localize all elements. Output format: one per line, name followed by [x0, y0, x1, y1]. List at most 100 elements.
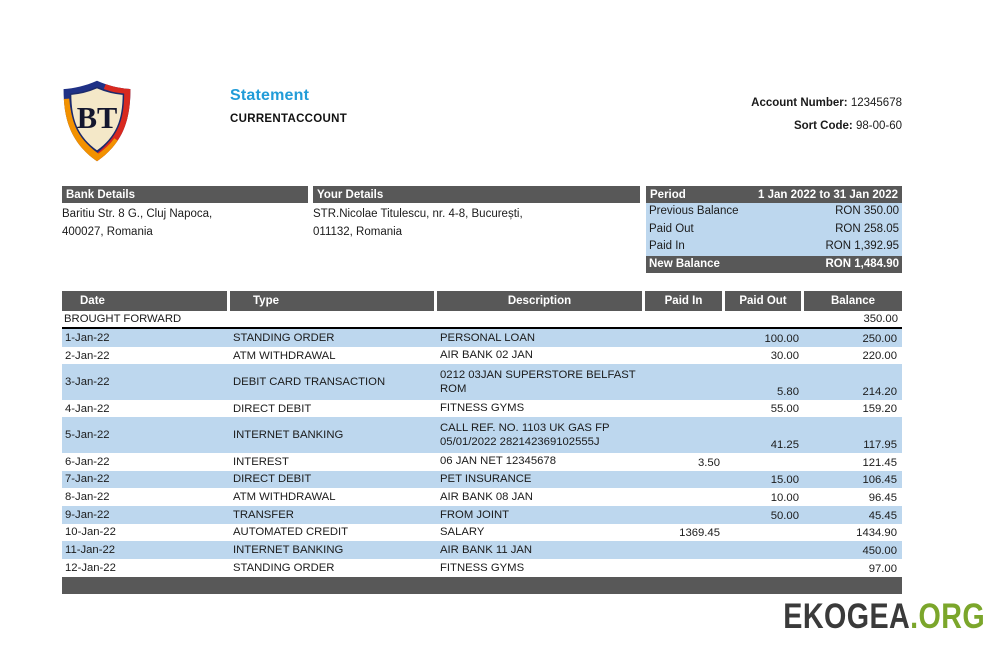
transactions-header-row: Date Type Description Paid In Paid Out B… [62, 291, 902, 311]
cell-description: SALARY [440, 526, 485, 539]
customer-details-header: Your Details [313, 186, 640, 203]
paid-in-row: Paid In RON 1,392.95 [646, 238, 902, 256]
cell-date: 10-Jan-22 [65, 526, 116, 539]
cell-type: DIRECT DEBIT [233, 473, 312, 486]
table-row: 5-Jan-22 INTERNET BANKING CALL REF. NO. … [62, 417, 902, 453]
table-row: 8-Jan-22 ATM WITHDRAWAL AIR BANK 08 JAN … [62, 488, 902, 506]
cell-description: AIR BANK 08 JAN [440, 490, 533, 503]
previous-balance-value: RON 350.00 [835, 205, 899, 217]
cell-balance: 96.45 [868, 491, 897, 504]
table-row: 4-Jan-22 DIRECT DEBIT FITNESS GYMS 55.00… [62, 400, 902, 418]
cell-description: FITNESS GYMS [440, 402, 525, 415]
period-label: Period [650, 188, 686, 201]
cell-paid-in [645, 347, 725, 365]
table-row: 11-Jan-22 INTERNET BANKING AIR BANK 11 J… [62, 541, 902, 559]
paid-out-value: RON 258.05 [835, 222, 899, 235]
cell-paid-in [645, 541, 725, 559]
sort-code-value: 98-00-60 [855, 120, 902, 132]
transaction-rows: 1-Jan-22 STANDING ORDER PERSONAL LOAN 10… [62, 329, 902, 577]
watermark: EKOGEA.ORG [783, 597, 985, 637]
cell-balance: 159.20 [862, 403, 897, 416]
cell-type: STANDING ORDER [233, 561, 335, 574]
cell-date: 2-Jan-22 [65, 349, 110, 362]
cell-date: 6-Jan-22 [65, 455, 110, 468]
cell-paid-out: 50.00 [770, 509, 799, 522]
cell-description: 06 JAN NET 12345678 [440, 455, 556, 468]
table-row: 10-Jan-22 AUTOMATED CREDIT SALARY 1369.4… [62, 524, 902, 542]
cell-paid-in [645, 364, 725, 399]
cell-description: AIR BANK 11 JAN [440, 543, 533, 556]
cell-paid-out: 15.00 [770, 474, 799, 487]
table-row: 1-Jan-22 STANDING ORDER PERSONAL LOAN 10… [62, 329, 902, 347]
previous-balance-label: Previous Balance [649, 205, 739, 217]
cell-type: ATM WITHDRAWAL [233, 491, 336, 504]
cell-balance: 97.00 [868, 562, 897, 575]
period-summary-body: Previous Balance RON 350.00 Paid Out RON… [646, 203, 902, 256]
bank-details-box: Bank Details Baritiu Str. 8 G., Cluj Nap… [62, 186, 308, 241]
sort-code-line: Sort Code: 98-00-60 [751, 115, 902, 138]
cell-date: 8-Jan-22 [65, 491, 110, 504]
table-row: 7-Jan-22 DIRECT DEBIT PET INSURANCE 15.0… [62, 470, 902, 489]
cell-paid-in [645, 400, 725, 418]
cell-paid-out [725, 541, 804, 559]
sort-code-label: Sort Code: [793, 120, 853, 132]
customer-address-line2: 011132, Romania [313, 225, 403, 238]
cell-type: STANDING ORDER [233, 331, 335, 344]
cell-date: 9-Jan-22 [65, 508, 110, 521]
cell-description: PERSONAL LOAN [440, 331, 536, 344]
cell-paid-out: 100.00 [764, 332, 799, 345]
cell-description: FROM JOINT [440, 508, 510, 521]
cell-description: PET INSURANCE [440, 473, 532, 486]
table-footer-bar [62, 577, 902, 595]
cell-balance: 250.00 [862, 332, 897, 345]
cell-date: 1-Jan-22 [65, 331, 110, 344]
cell-paid-out: 10.00 [770, 491, 799, 504]
cell-type: INTERNET BANKING [233, 544, 344, 557]
period-range: 1 Jan 2022 to 31 Jan 2022 [757, 188, 898, 201]
cell-balance: 1434.90 [856, 527, 897, 540]
cell-paid-in [645, 329, 725, 347]
paid-out-label: Paid Out [649, 222, 694, 235]
previous-balance-row: Previous Balance RON 350.00 [646, 203, 902, 221]
bank-address-line2: 400027, Romania [62, 225, 153, 238]
bank-address-line1: Baritiu Str. 8 G., Cluj Napoca, [62, 208, 213, 220]
cell-type: AUTOMATED CREDIT [233, 526, 349, 539]
period-summary-box: Period 1 Jan 2022 to 31 Jan 2022 Previou… [646, 186, 902, 273]
paid-out-row: Paid Out RON 258.05 [646, 221, 902, 239]
new-balance-label: New Balance [649, 258, 720, 271]
cell-description: AIR BANK 02 JAN [440, 349, 533, 362]
cell-balance: 117.95 [863, 438, 897, 451]
table-row: 3-Jan-22 DEBIT CARD TRANSACTION 0212 03J… [62, 364, 902, 400]
brought-forward-label: BROUGHT FORWARD [64, 313, 182, 325]
account-number-value: 12345678 [850, 97, 902, 109]
cell-description: CALL REF. NO. 1103 UK GAS FP 05/01/2022 … [440, 421, 610, 449]
cell-date: 3-Jan-22 [65, 376, 110, 389]
table-row: 12-Jan-22 STANDING ORDER FITNESS GYMS 97… [62, 559, 902, 577]
cell-paid-out: 55.00 [770, 403, 799, 416]
customer-address-line1: STR.Nicolae Titulescu, nr. 4-8, Bucureșt… [313, 208, 523, 220]
cell-date: 4-Jan-22 [65, 402, 110, 415]
bank-details-header: Bank Details [62, 186, 308, 203]
account-info: Account Number: 12345678 Sort Code: 98-0… [751, 92, 902, 138]
cell-date: 5-Jan-22 [65, 429, 110, 442]
page-title: Statement [230, 87, 310, 104]
column-header-date: Date [62, 291, 230, 311]
cell-balance: 106.45 [862, 474, 897, 487]
brought-forward-row: BROUGHT FORWARD 350.00 [62, 311, 902, 329]
bank-logo-bt-shield-icon: BT [63, 80, 131, 162]
cell-paid-out [725, 559, 804, 577]
account-number-label: Account Number: [751, 97, 848, 109]
column-header-paid-in: Paid In [645, 291, 725, 311]
cell-paid-out: 5.80 [777, 385, 799, 398]
account-number-line: Account Number: 12345678 [751, 92, 902, 115]
cell-balance: 450.00 [862, 544, 897, 557]
cell-type: INTERNET BANKING [233, 429, 344, 442]
cell-description: FITNESS GYMS [440, 561, 525, 574]
cell-date: 7-Jan-22 [65, 473, 110, 486]
cell-balance: 214.20 [862, 385, 897, 398]
cell-balance: 220.00 [862, 350, 897, 363]
cell-paid-out [725, 524, 804, 542]
table-row: 6-Jan-22 INTEREST 06 JAN NET 12345678 3.… [62, 453, 902, 471]
logo-letters: BT [77, 101, 118, 135]
account-type-label: CURRENTACCOUNT [230, 113, 348, 125]
